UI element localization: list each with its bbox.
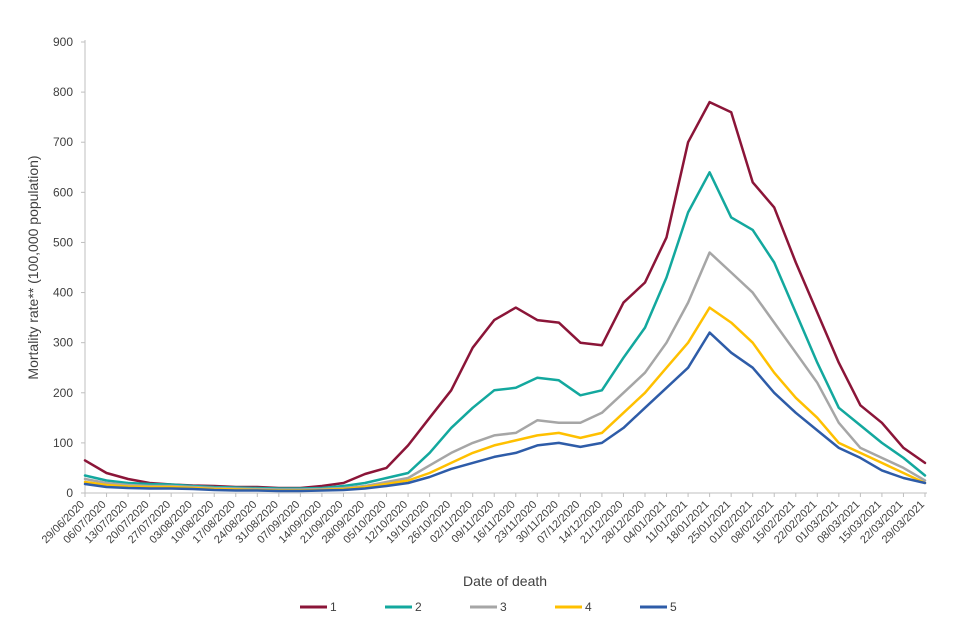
series-line-1 (83, 100, 927, 490)
y-tick-label: 0 (66, 486, 73, 500)
y-tick-label: 200 (53, 386, 73, 400)
legend-label-4: 4 (585, 600, 592, 614)
legend-label-5: 5 (670, 600, 677, 614)
y-tick-label: 600 (53, 185, 73, 199)
y-tick-label: 100 (53, 436, 73, 450)
y-axis-title: Mortality rate** (100,000 population) (25, 155, 41, 379)
x-axis-title: Date of death (463, 573, 547, 589)
y-tick-label: 400 (53, 286, 73, 300)
y-tick-label: 800 (53, 85, 73, 99)
legend-label-1: 1 (330, 600, 337, 614)
series-line-4 (83, 306, 927, 492)
y-tick-label: 700 (53, 135, 73, 149)
y-tick-label: 300 (53, 336, 73, 350)
y-tick-label: 500 (53, 235, 73, 249)
legend-label-2: 2 (415, 600, 422, 614)
series-line-2 (83, 171, 927, 490)
y-tick-label: 900 (53, 35, 73, 49)
series-line-5 (83, 331, 927, 493)
legend-label-3: 3 (500, 600, 507, 614)
